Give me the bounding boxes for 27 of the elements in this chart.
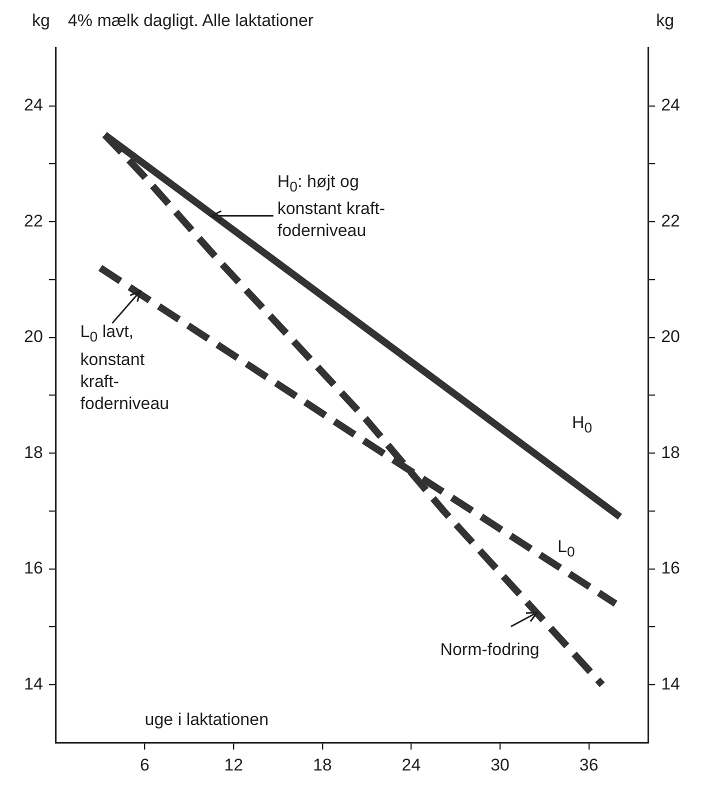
series-label: Norm-fodring [440,638,540,661]
y-tick-label: 24 [24,96,43,115]
x-tick-label: 6 [140,755,150,774]
text: H$_{0}$ [572,412,592,438]
x-axis-title: uge i laktationen [144,708,269,731]
y-tick-label: 14 [24,674,43,694]
y-tick-label: 20 [24,327,43,346]
y-tick-label: 16 [24,558,43,578]
annotation: L$_{0}$ lavt, konstant kraft-foderniveau [80,321,170,414]
y-axis-title: kg [32,10,50,32]
y2-tick-label: 24 [661,96,680,115]
x-tick-label: 12 [224,755,244,774]
annotation: H$_{0}$: højt og konstant kraft-foderniveau [277,170,386,242]
x-tick-label: 18 [312,755,332,774]
y2-tick-label: 20 [661,327,680,346]
x-tick-label: 30 [490,755,510,774]
y2-tick-label: 16 [661,558,680,578]
y2-tick-label: 22 [661,211,680,230]
y2-axis-title: kg [656,10,674,32]
x-tick-label: 24 [402,755,421,774]
y2-tick-label: 18 [661,442,680,462]
y2-tick-label: 14 [661,674,680,694]
x-tick-label: 36 [579,755,598,774]
chart-title: 4% mælk dagligt. Alle laktationer [68,10,314,32]
y-tick-label: 18 [24,442,43,462]
series-label: L$_{0}$ [558,536,575,562]
y-tick-label: 22 [24,211,43,230]
